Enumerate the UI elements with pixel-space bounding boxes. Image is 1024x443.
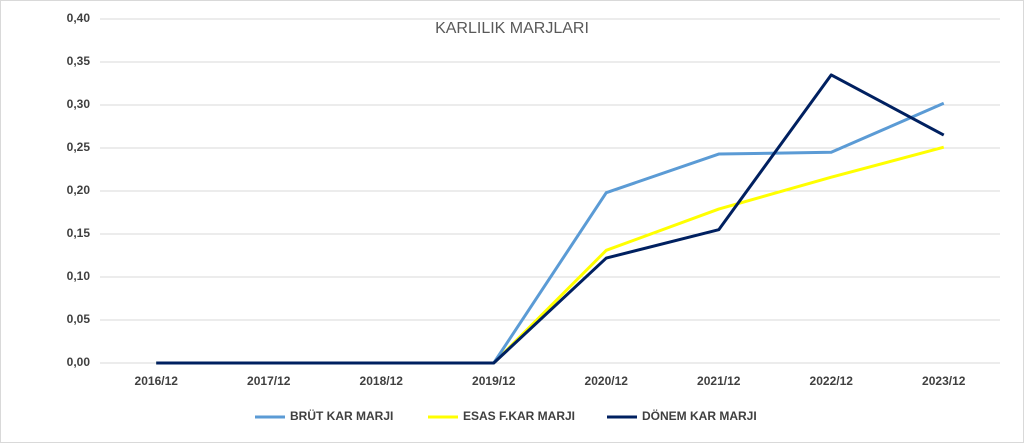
x-tick-label: 2020/12: [585, 374, 629, 388]
series-line: [156, 73, 945, 365]
legend-label: DÖNEM KAR MARJI: [642, 408, 757, 423]
chart-title: KARLILIK MARJLARI: [435, 20, 589, 37]
y-tick-label: 0,40: [67, 11, 91, 25]
x-tick-label: 2022/12: [810, 374, 854, 388]
y-tick-label: 0,35: [67, 54, 91, 68]
x-tick-label: 2021/12: [697, 374, 741, 388]
y-tick-label: 0,10: [67, 269, 91, 283]
y-tick-label: 0,05: [67, 312, 91, 326]
x-tick-label: 2016/12: [135, 374, 179, 388]
legend-label: ESAS F.KAR MARJI: [463, 409, 575, 423]
x-tick-label: 2018/12: [360, 374, 404, 388]
y-tick-label: 0,30: [67, 97, 91, 111]
y-tick-label: 0,00: [67, 355, 91, 369]
x-tick-label: 2023/12: [922, 374, 966, 388]
y-tick-label: 0,20: [67, 183, 91, 197]
x-tick-label: 2019/12: [472, 374, 516, 388]
y-tick-label: 0,25: [67, 140, 91, 154]
legend-label: BRÜT KAR MARJI: [290, 408, 393, 423]
y-tick-label: 0,15: [67, 226, 91, 240]
x-tick-label: 2017/12: [247, 374, 291, 388]
